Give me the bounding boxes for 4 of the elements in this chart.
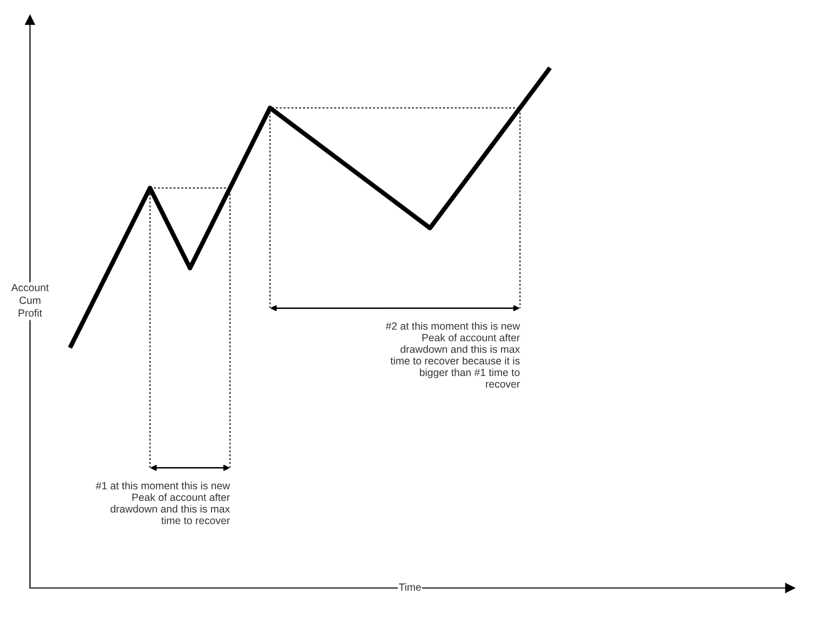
annotation: #1 at this moment this is new Peak of account after drawdown and this is max time to recover xyxy=(96,482,230,524)
annotation: #2 at this moment this is new Peak of account after drawdown and this is max time to recover because it is bigger than #1 time to recover xyxy=(386,322,520,388)
x-axis-title: Time xyxy=(398,583,421,591)
y-axis-title: Account Cum Profit xyxy=(11,284,49,317)
